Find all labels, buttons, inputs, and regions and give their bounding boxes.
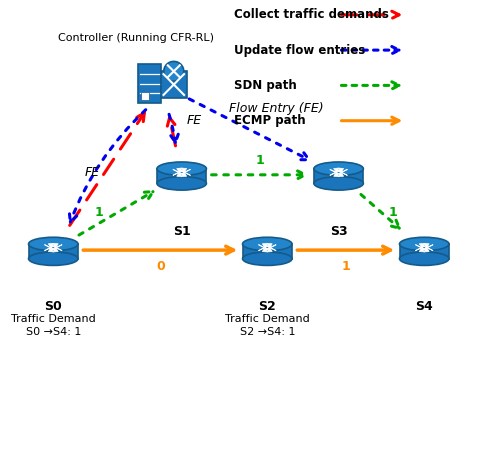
Polygon shape (400, 244, 449, 259)
FancyArrow shape (334, 169, 348, 177)
FancyBboxPatch shape (141, 93, 148, 100)
FancyArrow shape (173, 169, 187, 177)
FancyArrow shape (48, 244, 62, 251)
FancyArrow shape (330, 169, 344, 177)
FancyArrow shape (258, 244, 272, 252)
Text: 1: 1 (94, 206, 103, 219)
FancyArrow shape (419, 244, 433, 251)
Text: Controller (Running CFR-RL): Controller (Running CFR-RL) (58, 33, 214, 43)
Text: 1: 1 (389, 206, 398, 219)
Text: FE: FE (84, 166, 99, 179)
Text: S4: S4 (415, 301, 433, 313)
Text: Flow Entry (FE): Flow Entry (FE) (229, 102, 324, 116)
FancyArrow shape (48, 244, 62, 252)
FancyBboxPatch shape (138, 64, 161, 103)
FancyArrow shape (419, 244, 433, 252)
Ellipse shape (28, 252, 78, 265)
FancyArrow shape (262, 244, 276, 251)
Ellipse shape (242, 252, 292, 265)
Text: 1: 1 (256, 154, 265, 167)
Text: S3: S3 (330, 225, 348, 238)
Text: S1: S1 (173, 225, 190, 238)
FancyArrow shape (44, 244, 58, 251)
Text: ECMP path: ECMP path (234, 114, 306, 127)
Text: Update flow entries: Update flow entries (234, 43, 365, 57)
Text: Traffic Demand: Traffic Demand (225, 314, 309, 324)
FancyArrow shape (44, 244, 58, 252)
FancyArrow shape (262, 244, 276, 252)
Text: 0: 0 (156, 260, 165, 273)
FancyArrow shape (173, 168, 187, 176)
Text: S0 →S4: 1: S0 →S4: 1 (26, 327, 81, 337)
Text: S0: S0 (44, 301, 62, 313)
FancyArrow shape (258, 244, 272, 251)
Text: 1: 1 (341, 260, 350, 273)
Ellipse shape (157, 162, 206, 176)
FancyArrow shape (330, 168, 344, 176)
Text: S2: S2 (258, 301, 276, 313)
Polygon shape (314, 169, 363, 184)
Ellipse shape (314, 162, 363, 176)
Ellipse shape (400, 237, 449, 251)
Ellipse shape (242, 237, 292, 251)
FancyArrow shape (415, 244, 429, 252)
Polygon shape (28, 244, 78, 259)
Text: Collect traffic demands: Collect traffic demands (234, 8, 389, 21)
Polygon shape (157, 169, 206, 184)
FancyArrow shape (334, 168, 348, 176)
Polygon shape (242, 244, 292, 259)
Text: Traffic Demand: Traffic Demand (11, 314, 95, 324)
Ellipse shape (314, 177, 363, 190)
FancyArrow shape (177, 168, 190, 176)
FancyArrow shape (177, 169, 190, 177)
Text: FE: FE (187, 114, 201, 127)
FancyArrow shape (415, 244, 429, 251)
FancyBboxPatch shape (161, 71, 187, 98)
Ellipse shape (400, 252, 449, 265)
Ellipse shape (157, 177, 206, 190)
Circle shape (164, 61, 184, 81)
Ellipse shape (28, 237, 78, 251)
Text: SDN path: SDN path (234, 79, 297, 92)
Text: S2 →S4: 1: S2 →S4: 1 (240, 327, 295, 337)
